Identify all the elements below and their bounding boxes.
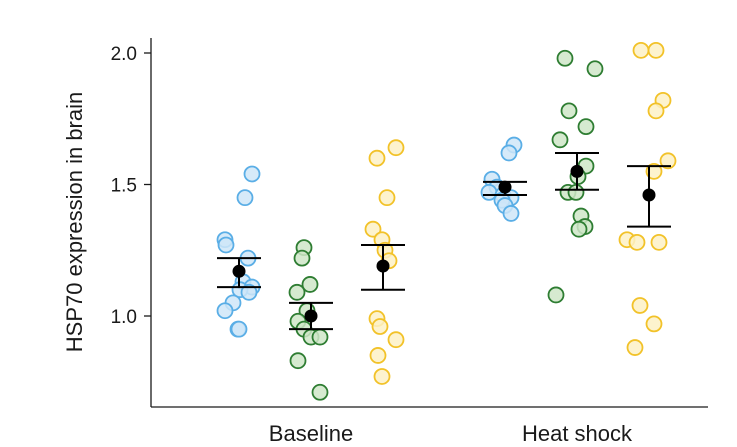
mean-point bbox=[570, 164, 584, 178]
data-point bbox=[378, 189, 396, 207]
data-point bbox=[373, 368, 391, 385]
data-point bbox=[311, 328, 329, 346]
data-point bbox=[628, 233, 646, 251]
data-point bbox=[647, 102, 665, 120]
data-points bbox=[216, 41, 677, 401]
data-point bbox=[243, 165, 261, 183]
data-point bbox=[556, 49, 574, 67]
data-point bbox=[551, 131, 569, 149]
data-point bbox=[631, 297, 649, 314]
data-point bbox=[560, 102, 578, 120]
data-point bbox=[570, 220, 588, 238]
x-category-label-heat-shock: Heat shock bbox=[522, 421, 633, 446]
data-point bbox=[230, 320, 248, 338]
mean-and-error-bars bbox=[217, 151, 671, 331]
data-point bbox=[586, 60, 604, 78]
data-point bbox=[659, 152, 677, 170]
data-point bbox=[311, 383, 329, 401]
mean-point bbox=[232, 264, 246, 278]
y-tick-label: 1.5 bbox=[111, 176, 137, 197]
data-point bbox=[236, 189, 254, 207]
data-point bbox=[301, 276, 319, 293]
data-point bbox=[626, 339, 644, 356]
data-point bbox=[217, 236, 235, 254]
data-point bbox=[387, 331, 405, 349]
data-point bbox=[645, 315, 663, 333]
data-point bbox=[288, 283, 306, 301]
data-point bbox=[647, 41, 665, 59]
y-ticks: 1.0 1.5 2.0 bbox=[111, 44, 151, 328]
data-point bbox=[502, 205, 520, 222]
axes: 1.0 1.5 2.0 HSP70 expression in brain Base… bbox=[62, 38, 708, 446]
data-point bbox=[364, 220, 382, 238]
data-point bbox=[632, 41, 650, 59]
mean-point bbox=[304, 309, 318, 323]
mean-point bbox=[376, 259, 390, 273]
data-point bbox=[500, 144, 518, 162]
y-tick-label: 1.0 bbox=[111, 307, 137, 328]
data-point bbox=[216, 302, 234, 320]
y-axis-label: HSP70 expression in brain bbox=[62, 92, 87, 352]
data-point bbox=[368, 149, 386, 167]
data-point bbox=[369, 347, 387, 364]
data-point bbox=[289, 352, 307, 370]
data-point bbox=[650, 233, 668, 251]
data-point bbox=[577, 118, 595, 136]
data-point bbox=[240, 283, 258, 301]
data-point bbox=[293, 249, 311, 267]
data-point bbox=[547, 286, 565, 304]
mean-point bbox=[498, 180, 512, 194]
data-point bbox=[645, 162, 663, 180]
y-tick-label: 2.0 bbox=[111, 44, 137, 65]
data-point bbox=[387, 139, 405, 157]
x-category-label-baseline: Baseline bbox=[269, 421, 353, 446]
mean-point bbox=[642, 188, 656, 202]
data-point bbox=[371, 318, 389, 335]
